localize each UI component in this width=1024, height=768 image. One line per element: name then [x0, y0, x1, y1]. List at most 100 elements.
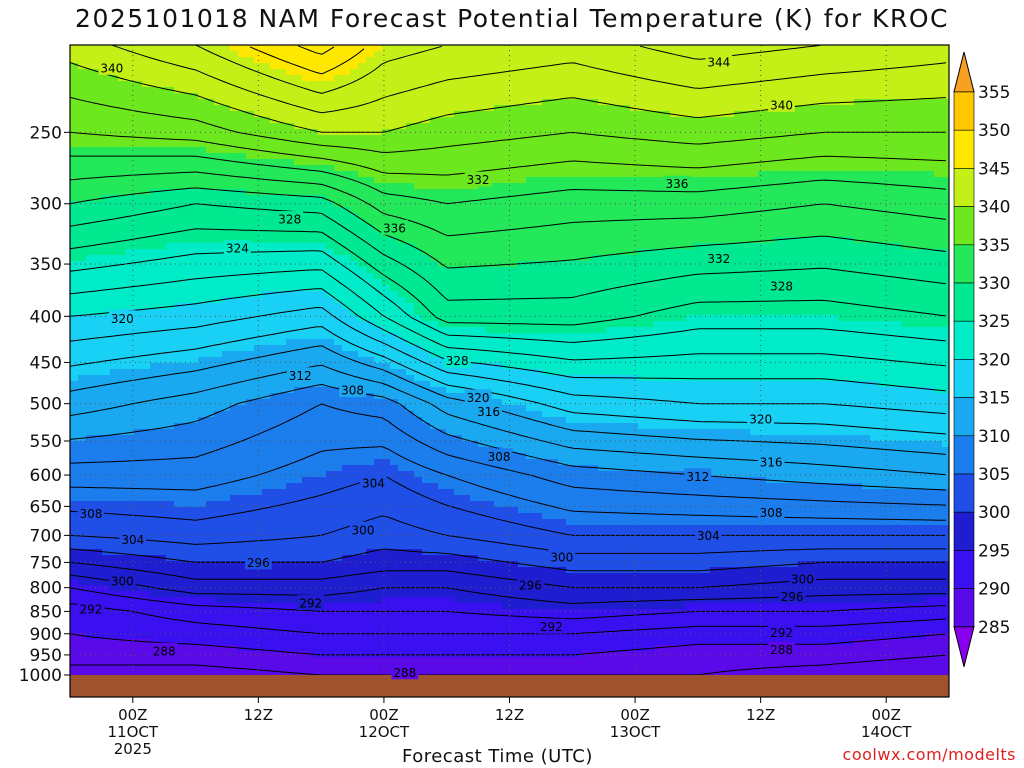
isentrope-348 [297, 45, 335, 55]
x-tick-label: 12OCT [359, 723, 410, 741]
colorbar-swatch [953, 320, 975, 360]
contour-label: 340 [768, 96, 795, 112]
x-tick-label: 2025 [114, 740, 152, 758]
contour-label-text: 312 [289, 369, 312, 383]
y-tick-label: 300 [30, 195, 62, 215]
contour-label-text: 300 [791, 573, 814, 587]
contour-label-text: 336 [665, 177, 688, 191]
contour-label-text: 320 [467, 391, 490, 405]
x-tick-label: 00Z [872, 706, 901, 724]
x-tick-label: 11OCT [108, 723, 159, 741]
contour-label: 336 [380, 219, 408, 235]
contour-label: 316 [475, 403, 502, 419]
contour-label: 312 [684, 468, 712, 484]
contour-label: 344 [705, 54, 733, 70]
contour-label-text: 292 [770, 626, 793, 640]
contour-label: 296 [517, 577, 544, 593]
y-tick-label: 250 [30, 123, 62, 143]
colorbar-label: 350 [978, 121, 1010, 141]
contour-label-text: 316 [477, 405, 500, 419]
credit-text: coolwx.com/modelts [842, 745, 1016, 764]
isentrope-290 [70, 633, 947, 656]
colorbar-swatch [953, 473, 975, 513]
isentrope-302 [70, 515, 946, 554]
contour-label-text: 320 [749, 413, 772, 427]
isentrope-334 [70, 155, 947, 205]
colorbar-swatch [953, 206, 975, 246]
contour-label-text: 312 [686, 470, 709, 484]
colorbar-label: 330 [978, 274, 1010, 294]
contour-label: 304 [119, 531, 147, 547]
contour-label-text: 304 [697, 529, 720, 543]
colorbar-swatch [953, 168, 975, 207]
colorbar-swatch [953, 550, 975, 589]
contour-label-text: 340 [100, 61, 123, 75]
colorbar-swatch [953, 244, 975, 284]
colorbar-label: 310 [978, 427, 1010, 447]
contour-label: 320 [747, 411, 775, 427]
contour-label-text: 316 [760, 455, 783, 469]
contour-label-text: 296 [247, 556, 270, 570]
isentrope-314 [70, 345, 947, 455]
contour-label: 292 [768, 624, 795, 640]
y-tick-label: 800 [30, 579, 62, 599]
colorbar-label: 335 [978, 236, 1010, 256]
x-tick-label: 14OCT [861, 723, 912, 741]
x-tick-label: 12Z [244, 706, 273, 724]
contour-label: 316 [757, 453, 785, 469]
contour-labels: 340 344 340 332 336 328 336 324 332 328 320 312 308 3… [77, 54, 816, 680]
contour-label-text: 308 [760, 506, 783, 520]
y-tick-label: 950 [30, 646, 62, 666]
contour-label: 308 [339, 382, 366, 398]
y-tick-label: 500 [30, 395, 62, 415]
contour-label: 292 [77, 601, 105, 617]
colorbar-label: 290 [978, 580, 1010, 600]
contour-label-text: 292 [540, 620, 563, 634]
contour-label-text: 292 [299, 597, 322, 611]
x-tick-label: 00Z [118, 706, 147, 724]
contour-label: 300 [548, 549, 576, 565]
x-tick-label: 00Z [620, 706, 649, 724]
contour-label-text: 296 [519, 579, 542, 593]
colorbar: 355 350 345 340 335 330 325 320 315 310 305 300 295 2… [953, 51, 1010, 667]
isentrope-312 [70, 364, 947, 476]
contour-label-text: 300 [352, 523, 375, 537]
contour-label: 292 [297, 595, 325, 611]
contour-label-text: 288 [153, 644, 176, 658]
isentrope-328 [70, 203, 947, 301]
contour-label-text: 308 [341, 384, 364, 398]
contour-label: 300 [349, 521, 377, 537]
x-tick-label: 00Z [369, 706, 398, 724]
y-tick-label: 450 [30, 353, 62, 373]
contour-label: 300 [108, 573, 136, 589]
y-axis-ticks: 250 300 350 400 450 500 550 600 650 700 750 800 850 9… [19, 123, 70, 686]
isentrope-300 [70, 548, 946, 572]
contour-label-text: 304 [121, 533, 144, 547]
colorbar-label: 300 [978, 503, 1010, 523]
contour-label-text: 308 [79, 507, 102, 521]
colorbar-swatch [953, 397, 975, 437]
contour-label: 328 [276, 211, 304, 227]
grid-lines [70, 45, 949, 675]
isentrope-288 [70, 654, 947, 675]
isentrope-330 [70, 187, 947, 269]
contour-label: 320 [464, 389, 492, 405]
contour-label-text: 320 [111, 312, 134, 326]
isentrope-308 [70, 403, 947, 506]
isentrope-306 [70, 446, 947, 521]
contour-label: 288 [391, 664, 419, 680]
isentrope-292 [70, 603, 947, 635]
contour-label-text: 288 [393, 666, 416, 680]
colorbar-label: 295 [978, 541, 1010, 561]
colorbar-top-triangle [953, 51, 975, 93]
isentrope-322 [70, 269, 947, 367]
x-axis-label: Forecast Time (UTC) [402, 746, 593, 767]
contour-label-text: 304 [362, 476, 385, 490]
contour-label-text: 324 [226, 242, 249, 256]
colorbar-swatch [953, 435, 975, 475]
y-tick-label: 650 [30, 497, 62, 517]
y-tick-label: 400 [30, 307, 62, 327]
contour-label-text: 340 [770, 98, 793, 112]
contour-label: 296 [244, 554, 272, 570]
y-tick-label: 900 [30, 625, 62, 645]
